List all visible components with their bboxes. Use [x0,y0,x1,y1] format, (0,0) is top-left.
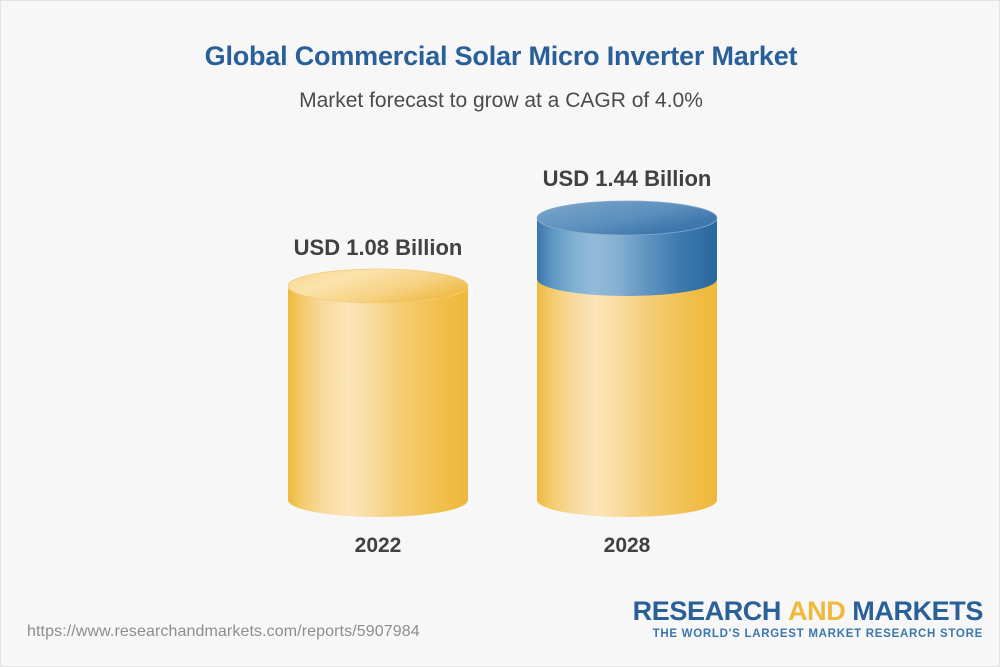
chart-subtitle: Market forecast to grow at a CAGR of 4.0… [299,89,703,112]
category-label-2022: 2022 [354,534,402,557]
bar-cylinder-2028 [536,200,718,517]
plot-area: USD 1.08 Billion [1,1,999,601]
value-label-2028: USD 1.44 Billion [542,166,712,191]
research-and-markets-logo[interactable]: RESEARCH AND MARKETS THE WORLD'S LARGEST M… [632,596,984,641]
value-label-2022: USD 1.08 Billion [293,235,463,260]
logo-text-markets: MARKETS [852,596,983,626]
logo-text-research: RESEARCH [632,596,782,626]
logo-wordmark: RESEARCH AND MARKETS [632,596,984,626]
report-url[interactable]: https://www.researchandmarkets.com/repor… [27,623,420,640]
bar-cylinder-2022 [287,268,469,517]
logo-text-and: AND [788,596,846,626]
page-title: Global Commercial Solar Micro Inverter M… [204,41,798,71]
category-label-2028: 2028 [603,534,651,557]
logo-tagline: THE WORLD'S LARGEST MARKET RESEARCH STOR… [652,628,983,641]
